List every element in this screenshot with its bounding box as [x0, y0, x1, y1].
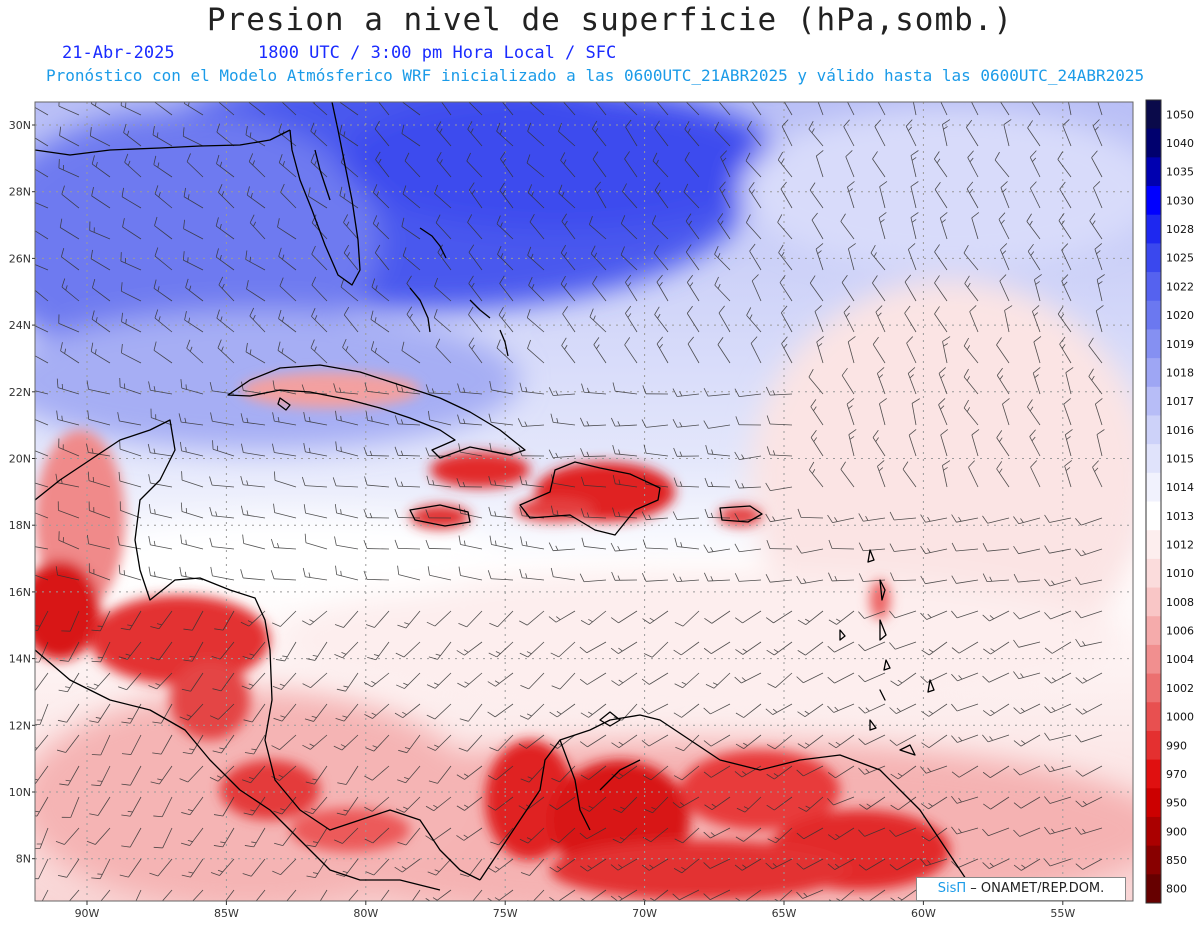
credit-box: SisΠ – ONAMET/REP.DOM. — [916, 877, 1126, 901]
colorbar-label: 950 — [1166, 797, 1187, 810]
longitude-labels: 90W 85W 80W 75W 70W 65W 60W 55W — [75, 901, 1075, 920]
colorbar-label: 1008 — [1166, 596, 1194, 609]
colorbar-label: 1022 — [1166, 280, 1194, 293]
colorbar-swatch — [1146, 128, 1161, 158]
longitude-label: 90W — [75, 907, 100, 920]
latitude-label: 14N — [9, 653, 31, 666]
colorbar-label: 1028 — [1166, 223, 1194, 236]
longitude-label: 65W — [772, 907, 797, 920]
colorbar-swatch — [1146, 415, 1161, 445]
colorbar-swatch — [1146, 530, 1161, 560]
plot-frame — [34, 101, 1134, 902]
colorbar-label: 900 — [1166, 825, 1187, 838]
latitude-label: 28N — [9, 186, 31, 199]
colorbar-swatch — [1146, 358, 1161, 388]
colorbar-label: 1030 — [1166, 194, 1194, 207]
colorbar-label: 1017 — [1166, 395, 1194, 408]
colorbar-label: 1000 — [1166, 711, 1194, 724]
map-title: Presion a nivel de superficie (hPa,somb.… — [206, 2, 1014, 38]
longitude-label: 70W — [632, 907, 657, 920]
colorbar-label: 990 — [1166, 739, 1187, 752]
brand-logo-text: SisΠ — [937, 881, 967, 896]
latitude-label: 10N — [9, 786, 31, 799]
colorbar-label: 1002 — [1166, 682, 1194, 695]
colorbar-label: 1010 — [1166, 567, 1194, 580]
coastlines — [35, 102, 981, 901]
colorbar-swatch — [1146, 214, 1161, 244]
latitude-label: 8N — [16, 853, 31, 866]
colorbar-swatch — [1146, 845, 1161, 875]
colorbar-label: 1025 — [1166, 252, 1194, 265]
longitude-label: 60W — [911, 907, 936, 920]
colorbar-swatch — [1146, 243, 1161, 273]
colorbar-swatch — [1146, 730, 1161, 761]
colorbar-label: 1013 — [1166, 510, 1194, 523]
latitude-label: 16N — [9, 586, 31, 599]
colorbar-swatch — [1146, 501, 1161, 531]
colorbar-swatch — [1146, 673, 1161, 703]
latitude-label: 26N — [9, 252, 31, 265]
wind-barbs — [35, 102, 1105, 901]
colorbar-swatch — [1146, 186, 1161, 216]
colorbar-swatch — [1146, 472, 1161, 502]
colorbar-swatch — [1146, 444, 1161, 474]
colorbar-label: 1019 — [1166, 338, 1194, 351]
longitude-label: 85W — [214, 907, 239, 920]
colorbar-label: 970 — [1166, 768, 1187, 781]
colorbar-label: 1020 — [1166, 309, 1194, 322]
colorbar-label: 1015 — [1166, 452, 1194, 465]
colorbar-swatch — [1146, 386, 1161, 416]
pressure-field — [35, 102, 1133, 901]
colorbar-label: 1014 — [1166, 481, 1194, 494]
forecast-time: 1800 UTC / 3:00 pm Hora Local / SFC — [258, 43, 617, 63]
longitude-label: 80W — [353, 907, 378, 920]
colorbar-swatch — [1146, 702, 1161, 732]
colorbar-swatch — [1146, 616, 1161, 646]
colorbar-swatch — [1146, 100, 1161, 130]
latitude-label: 12N — [9, 719, 31, 732]
colorbar-label: 1050 — [1166, 108, 1194, 121]
latitude-label: 22N — [9, 386, 31, 399]
latitude-label: 24N — [9, 319, 31, 332]
colorbar-swatch — [1146, 816, 1161, 847]
colorbar-swatch — [1146, 874, 1161, 904]
colorbar-label: 1006 — [1166, 625, 1194, 638]
colorbar-swatch — [1146, 587, 1161, 617]
colorbar-label: 1035 — [1166, 166, 1194, 179]
colorbar-label: 1040 — [1166, 137, 1194, 150]
colorbar-swatch — [1146, 329, 1161, 359]
pressure-colorbar: 1050 1040 1035 1030 1028 1025 1022 1020 1019 1018… — [1145, 99, 1194, 904]
colorbar-label: 850 — [1166, 854, 1187, 867]
colorbar-swatch — [1146, 759, 1161, 789]
forecast-description: Pronóstico con el Modelo Atmósferico WRF… — [46, 66, 1145, 85]
colorbar-label: 1018 — [1166, 366, 1194, 379]
colorbar-swatch — [1146, 272, 1161, 302]
colorbar-swatch — [1146, 558, 1161, 589]
colorbar-label: 1012 — [1166, 539, 1194, 552]
latitude-label: 20N — [9, 453, 31, 466]
credit-text: – ONAMET/REP.DOM. — [970, 881, 1105, 896]
colorbar-label: 1004 — [1166, 653, 1194, 666]
colorbar-swatch — [1146, 788, 1161, 818]
latitude-labels: 30N 28N 26N 24N 22N 20N 18N 16N 14N 12N 10N 8N — [9, 119, 35, 866]
latitude-label: 18N — [9, 519, 31, 532]
colorbar-swatch — [1146, 157, 1161, 187]
latitude-label: 30N — [9, 119, 31, 132]
colorbar-swatch — [1146, 300, 1161, 330]
colorbar-label: 1016 — [1166, 424, 1194, 437]
longitude-label: 55W — [1050, 907, 1075, 920]
forecast-date: 21-Abr-2025 — [62, 43, 175, 63]
colorbar-swatch — [1146, 644, 1161, 675]
colorbar-label: 800 — [1166, 883, 1187, 896]
longitude-label: 75W — [493, 907, 518, 920]
